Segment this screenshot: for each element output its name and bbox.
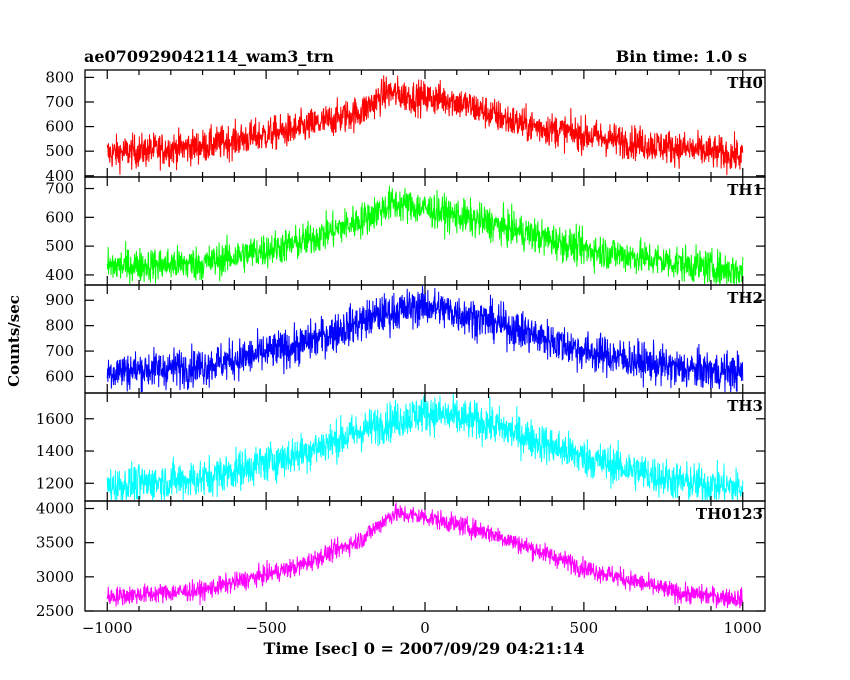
panel-label: TH0 — [727, 74, 763, 92]
x-axis-label: Time [sec] 0 = 2007/09/29 04:21:14 — [264, 639, 585, 658]
series-line-th0123 — [106, 502, 744, 609]
y-tick-label: 700 — [45, 342, 74, 360]
x-tick-label: 0 — [420, 619, 430, 637]
chart-title: ae070929042114_wam3_trn — [84, 47, 334, 66]
bin-time-label: Bin time: 1.0 s — [616, 47, 747, 66]
x-tick-label: −1000 — [82, 619, 133, 637]
y-tick-label: 700 — [45, 93, 74, 111]
y-tick-label: 400 — [45, 167, 74, 185]
y-tick-label: 900 — [45, 291, 74, 309]
y-axis-label: Counts/sec — [5, 295, 23, 387]
y-tick-label: 2500 — [36, 602, 74, 620]
y-tick-label: 700 — [45, 180, 74, 198]
series-line-th3 — [106, 393, 744, 502]
x-tick-label: 500 — [570, 619, 599, 637]
y-tick-label: 600 — [45, 208, 74, 226]
panel-th2: 600 700 800 900 TH2 — [45, 284, 766, 394]
y-tick-label: 500 — [45, 237, 74, 255]
y-tick-label: 3500 — [36, 534, 74, 552]
panel-label: TH3 — [727, 397, 763, 415]
series-line-th1 — [106, 185, 744, 285]
y-tick-label: 3000 — [36, 568, 74, 586]
panel-th0: 400 500 600 700 800 TH0 — [45, 68, 766, 185]
y-tick-label: 400 — [45, 266, 74, 284]
y-tick-label: 800 — [45, 68, 74, 86]
panel-label: TH0123 — [696, 505, 763, 523]
panel-th1: 400 500 600 700 TH1 — [45, 176, 766, 286]
series-line-th0 — [106, 75, 744, 176]
y-tick-label: 600 — [45, 367, 74, 385]
y-tick-label: 1400 — [36, 442, 74, 460]
panels-group: 400 500 600 700 800 TH0 400 500 600 700 TH1 600 700 8… — [36, 68, 766, 637]
panel-th3: 1200 1400 1600 TH3 — [36, 392, 766, 502]
y-tick-label: 500 — [45, 142, 74, 160]
panel-label: TH1 — [727, 181, 763, 199]
series-line-th2 — [106, 285, 744, 393]
x-tick-label: 1000 — [724, 619, 762, 637]
y-tick-label: 600 — [45, 118, 74, 136]
panel-label: TH2 — [727, 289, 763, 307]
y-tick-label: 1200 — [36, 474, 74, 492]
y-tick-label: 800 — [45, 317, 74, 335]
panel-th0123: 2500 3000 3500 4000 TH0123 — [36, 500, 766, 620]
y-tick-label: 1600 — [36, 410, 74, 428]
x-tick-label: −500 — [246, 619, 287, 637]
y-tick-label: 4000 — [36, 500, 74, 518]
